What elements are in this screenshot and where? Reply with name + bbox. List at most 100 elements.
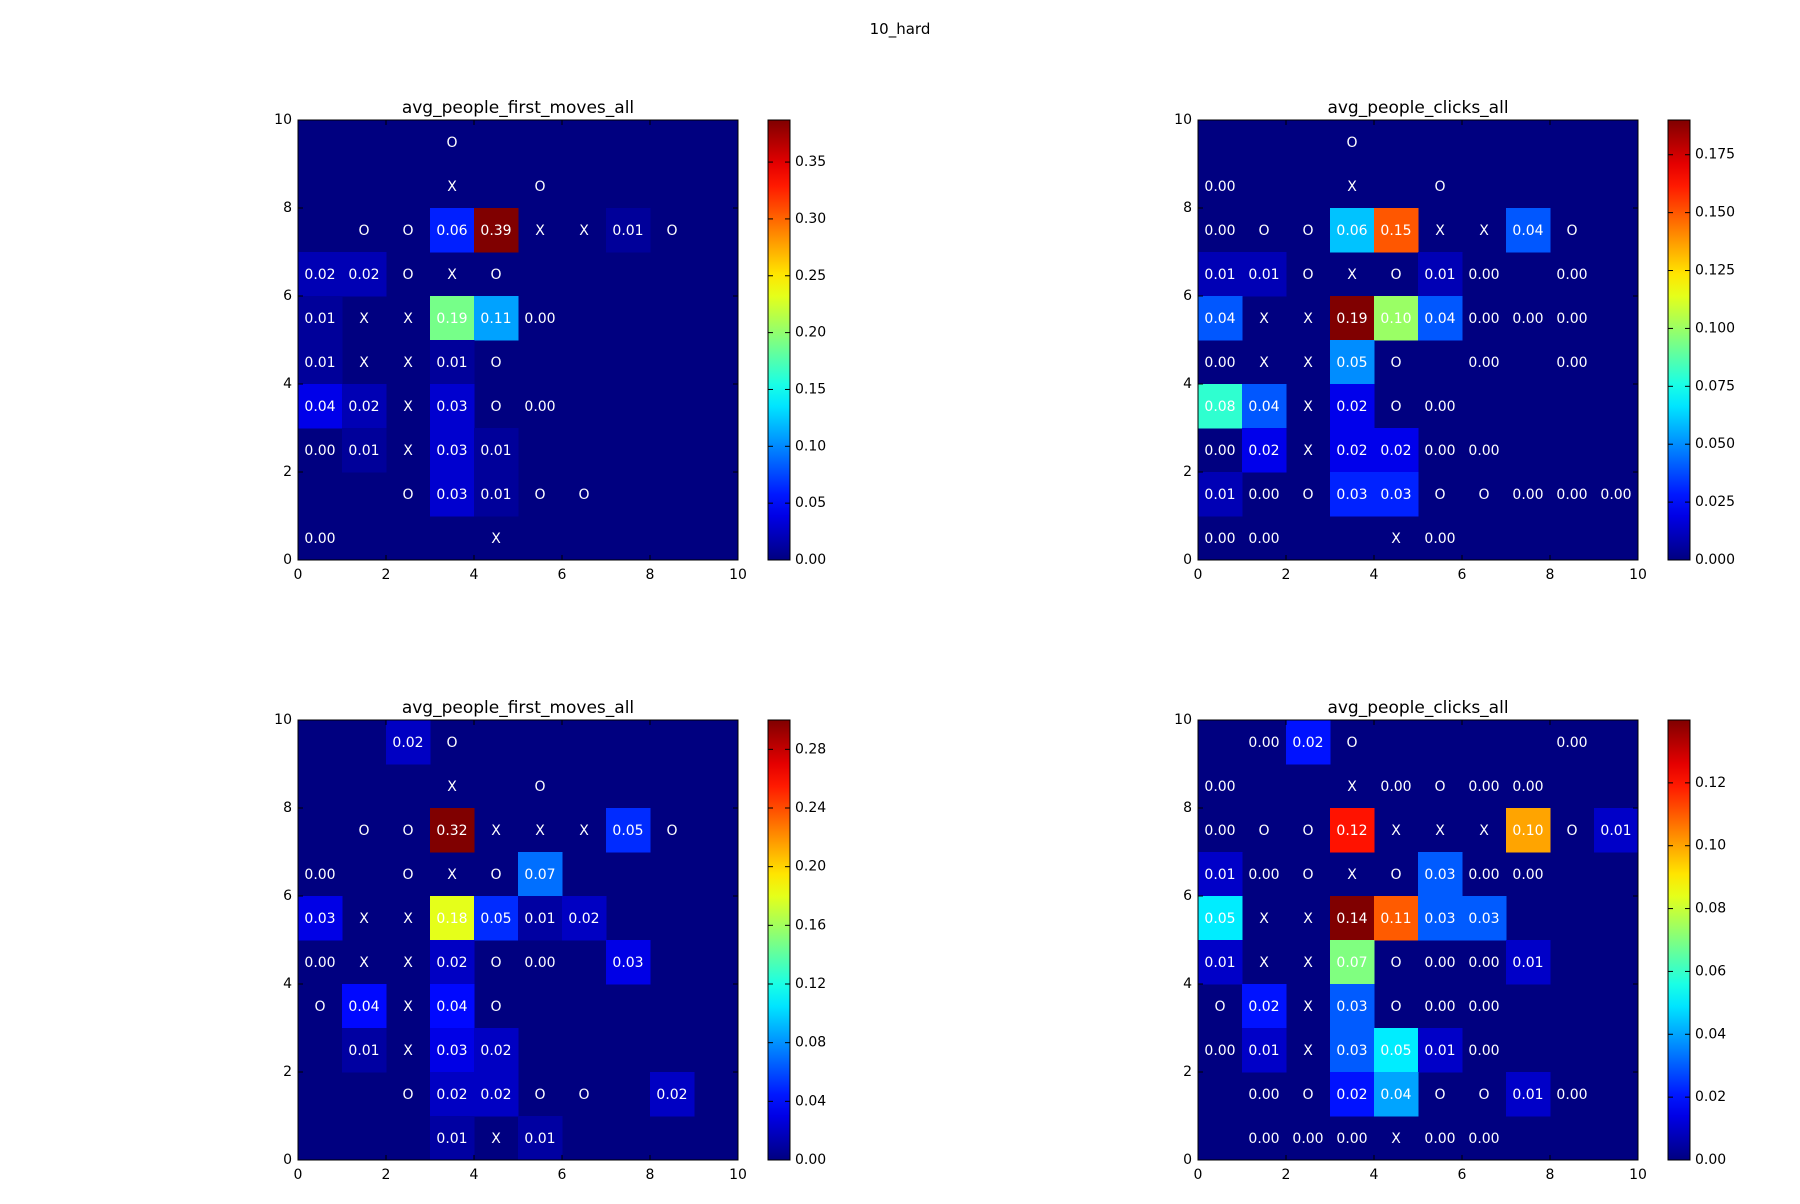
cell-label: 0.00: [304, 531, 335, 547]
heatmap-cell: [606, 940, 651, 985]
heatmap-cell: [386, 720, 431, 765]
y-tick-label: 6: [1183, 888, 1192, 904]
heatmap-cell: [1418, 896, 1463, 941]
y-tick-label: 10: [1174, 712, 1192, 728]
cell-label: 0.02: [1336, 399, 1367, 415]
cell-label: 0.00: [1468, 955, 1499, 971]
colorbar-tick-label: 0.050: [1695, 436, 1735, 452]
cell-label: 0.00: [1468, 443, 1499, 459]
heatmap-svg: 0.00 0.02 O 0.00 0.00 X 0.00 O 0.00 0.00 0.00 O O 0.1…: [1174, 698, 1726, 1183]
heatmap-cell: [474, 296, 519, 341]
colorbar: [767, 719, 791, 1161]
cell-label: O: [1302, 487, 1313, 503]
cell-label: X: [403, 355, 413, 371]
heatmap-cell: [606, 808, 651, 853]
x-tick-label: 4: [470, 567, 479, 583]
cell-label: 0.01: [304, 311, 335, 327]
cell-label: O: [1302, 867, 1313, 883]
cell-label: 0.04: [1380, 1087, 1411, 1103]
x-tick-label: 6: [1458, 567, 1467, 583]
colorbar-tick-label: 0.20: [795, 859, 826, 875]
heatmap-cell: [430, 940, 475, 985]
cell-label: 0.00: [1556, 1087, 1587, 1103]
heatmap-cell: [342, 428, 387, 473]
heatmap-cell: [298, 252, 343, 297]
y-tick-label: 8: [1183, 200, 1192, 216]
cell-label: 0.00: [1248, 531, 1279, 547]
cell-label: 0.32: [436, 823, 467, 839]
heatmap-cell: [1330, 1072, 1375, 1117]
cell-label: O: [1302, 1087, 1313, 1103]
cell-label: 0.00: [1556, 311, 1587, 327]
cell-label: 0.00: [1468, 999, 1499, 1015]
cell-label: O: [402, 1087, 413, 1103]
cell-label: O: [1566, 223, 1577, 239]
cell-label: O: [578, 487, 589, 503]
cell-label: 0.01: [348, 1043, 379, 1059]
cell-label: 0.02: [392, 735, 423, 751]
heatmap-cell: [1330, 296, 1375, 341]
colorbar-tick-label: 0.20: [795, 325, 826, 341]
cell-label: X: [447, 779, 457, 795]
colorbar-tick-label: 0.08: [795, 1035, 826, 1051]
heatmap-cell: [1330, 340, 1375, 385]
cell-label: O: [314, 999, 325, 1015]
heatmap-cell: [1418, 852, 1463, 897]
heatmap-cell: [430, 472, 475, 517]
heatmap-cell: [1198, 896, 1243, 941]
cell-label: X: [1303, 911, 1313, 927]
cell-label: 0.18: [436, 911, 467, 927]
x-tick-label: 6: [558, 567, 567, 583]
cell-label: O: [490, 355, 501, 371]
cell-label: 0.01: [436, 355, 467, 371]
cell-label: 0.10: [1512, 823, 1543, 839]
cell-label: 0.01: [524, 911, 555, 927]
cell-label: X: [491, 823, 501, 839]
cell-label: X: [1303, 999, 1313, 1015]
cell-label: 0.10: [1380, 311, 1411, 327]
cell-label: X: [1303, 399, 1313, 415]
y-tick-label: 8: [283, 800, 292, 816]
cell-label: 0.00: [1336, 1131, 1367, 1147]
x-tick-label: 10: [1629, 1167, 1647, 1183]
cell-label: 0.03: [436, 399, 467, 415]
heatmap-cell: [430, 208, 475, 253]
x-tick-label: 4: [470, 1167, 479, 1183]
cell-label: 0.00: [1204, 443, 1235, 459]
heatmap-cell: [430, 340, 475, 385]
cell-label: O: [1566, 823, 1577, 839]
cell-label: 0.00: [1248, 1087, 1279, 1103]
heatmap-cell: [1198, 252, 1243, 297]
cell-label: O: [1478, 487, 1489, 503]
cell-label: X: [1303, 311, 1313, 327]
y-tick-label: 6: [283, 288, 292, 304]
cell-label: O: [1390, 355, 1401, 371]
cell-label: O: [534, 779, 545, 795]
axes-frame: [1197, 119, 1639, 561]
heatmap-cell: [1374, 428, 1419, 473]
cell-label: 0.03: [1380, 487, 1411, 503]
cell-label: 0.02: [1336, 443, 1367, 459]
cell-label: 0.00: [1204, 531, 1235, 547]
y-tick-label: 2: [1183, 464, 1192, 480]
colorbar: [1667, 119, 1691, 561]
cell-label: 0.07: [1336, 955, 1367, 971]
cell-label: 0.00: [524, 311, 555, 327]
cell-label: 0.00: [1512, 311, 1543, 327]
heatmap-cell: [1418, 1028, 1463, 1073]
cell-label: 0.03: [1424, 911, 1455, 927]
heatmap-cell: [1242, 1028, 1287, 1073]
heatmap-cell: [430, 296, 475, 341]
cell-label: 0.00: [1512, 487, 1543, 503]
y-tick-label: 6: [283, 888, 292, 904]
cell-label: 0.01: [348, 443, 379, 459]
cell-label: O: [490, 955, 501, 971]
heatmap-cell: [1418, 252, 1463, 297]
heatmap-cell: [430, 896, 475, 941]
cell-label: 0.02: [480, 1043, 511, 1059]
x-tick-label: 10: [729, 1167, 747, 1183]
y-tick-label: 0: [283, 1152, 292, 1168]
heatmap-cell: [1242, 984, 1287, 1029]
colorbar-tick-label: 0.00: [795, 552, 826, 568]
cell-label: X: [1479, 223, 1489, 239]
